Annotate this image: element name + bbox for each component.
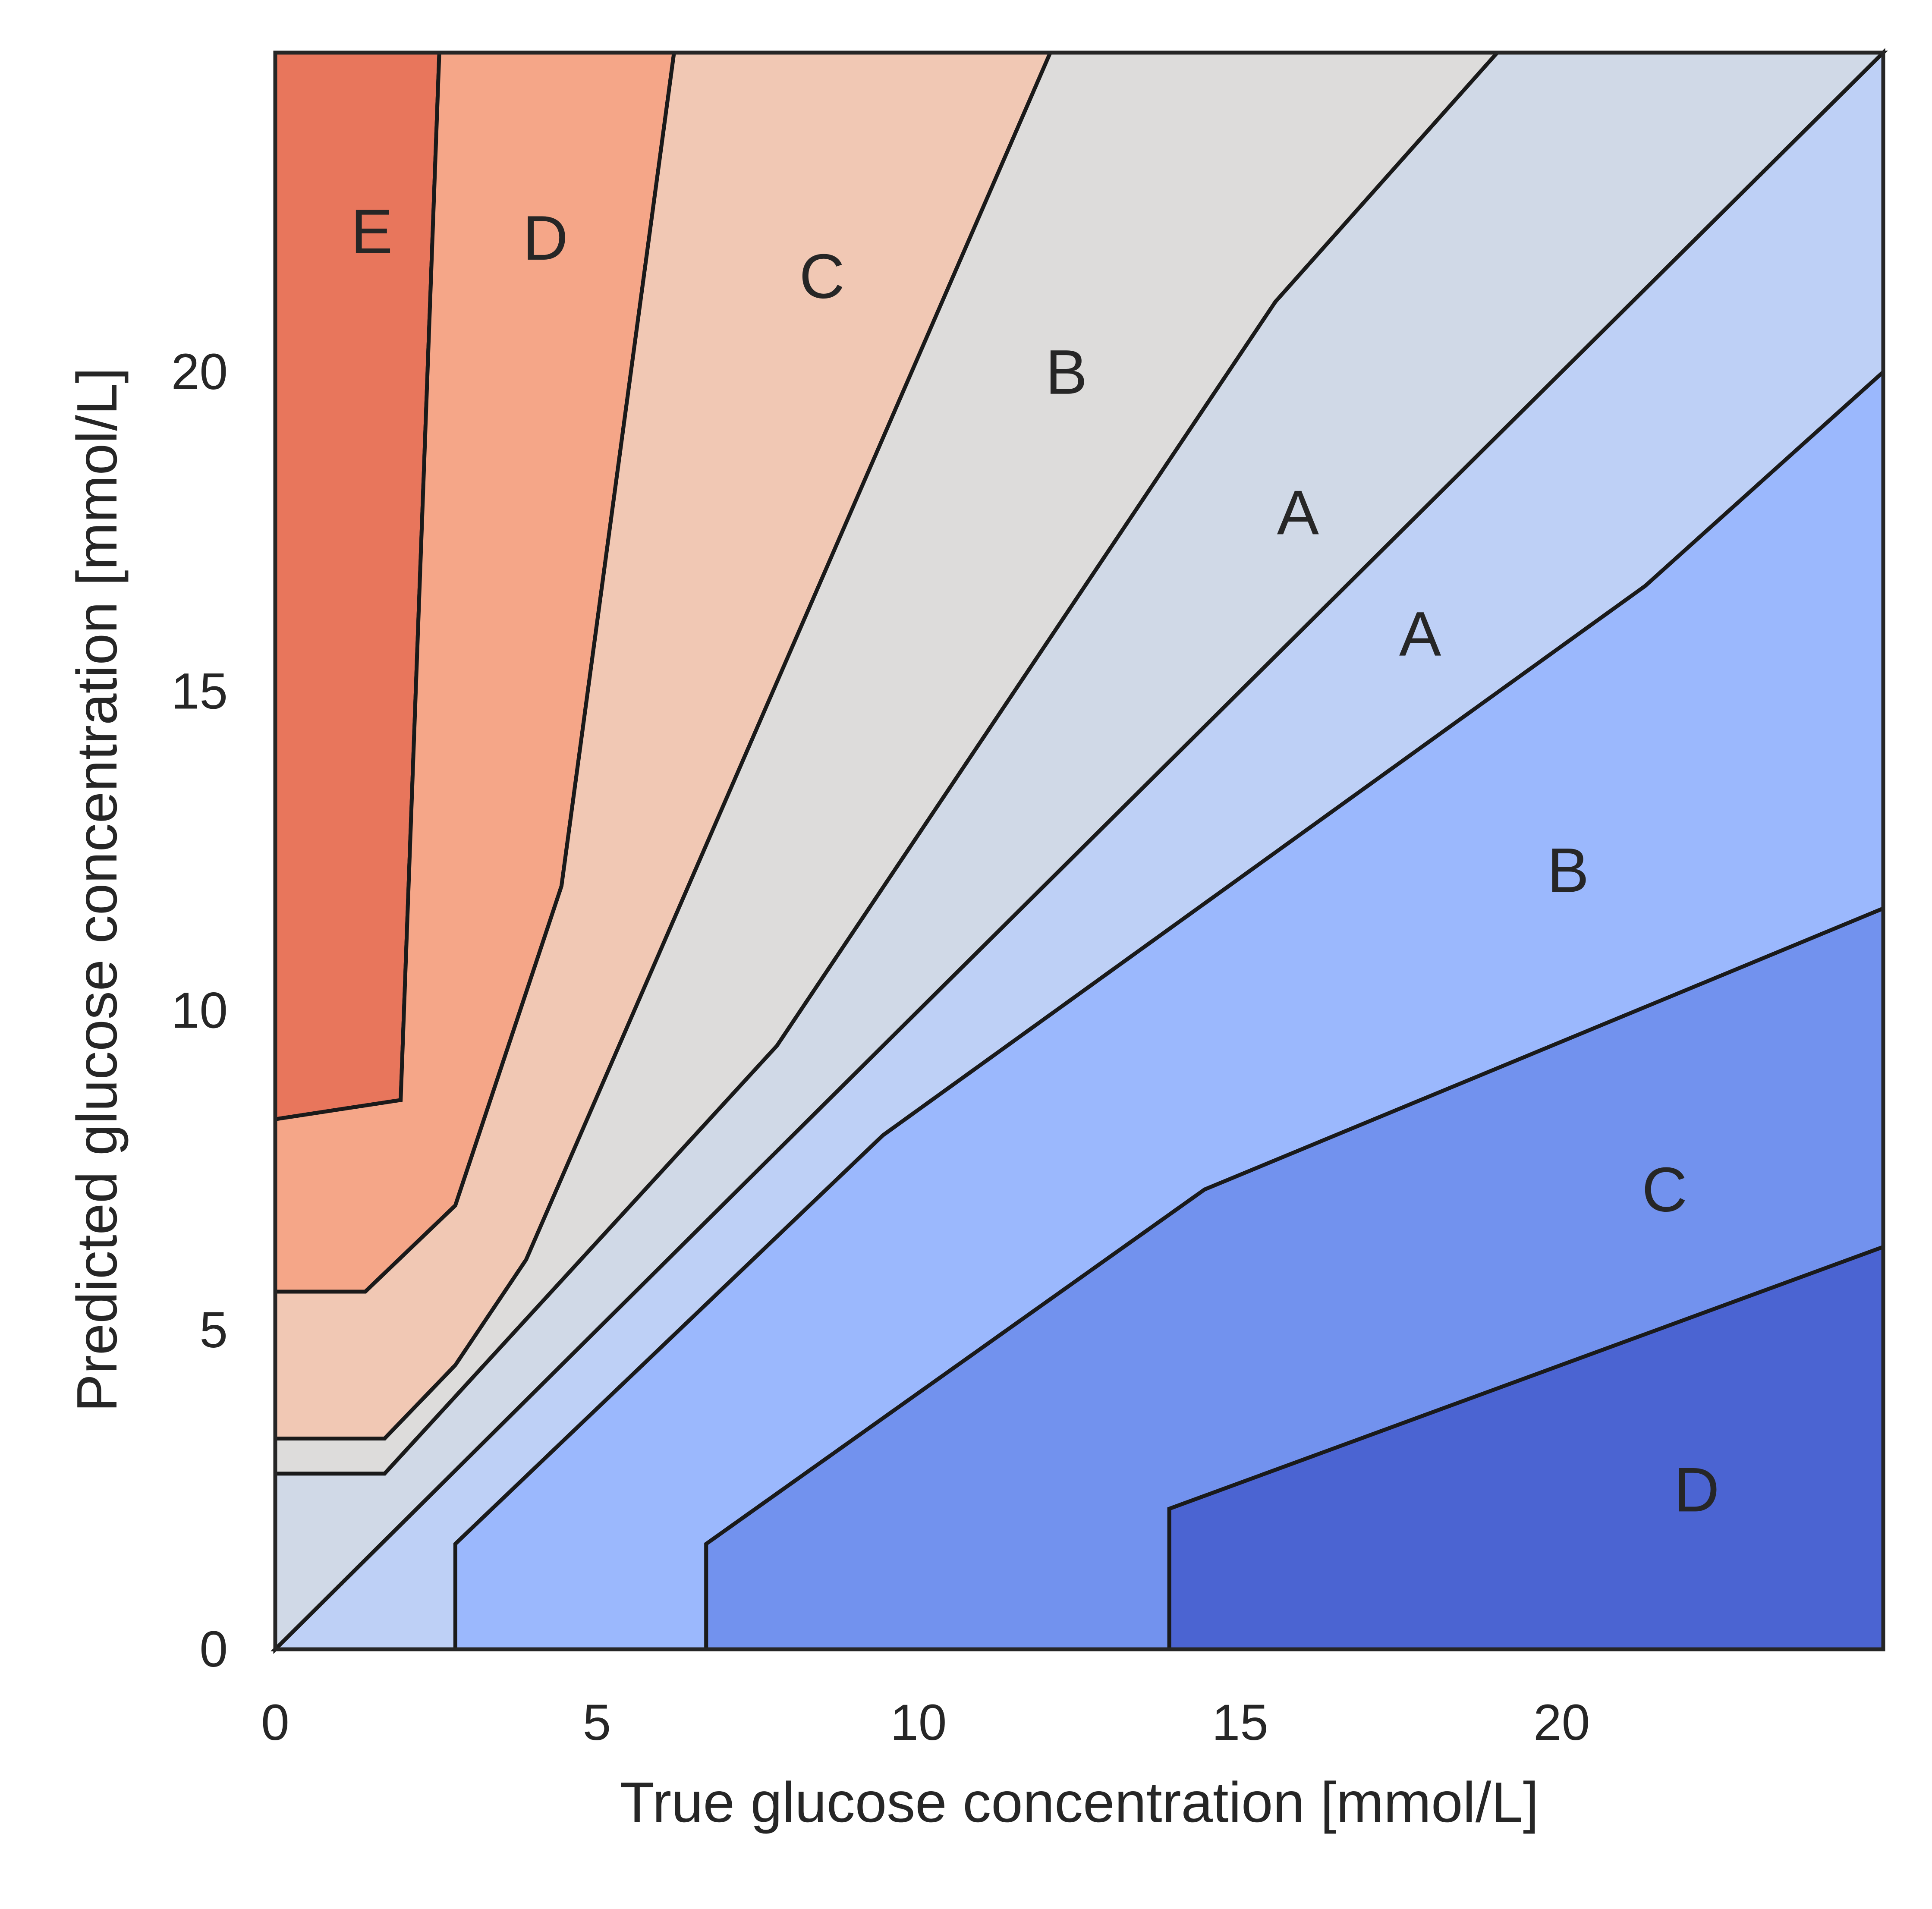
y-tick-label: 20 (171, 343, 228, 400)
y-tick-label: 5 (199, 1302, 228, 1359)
x-tick-label: 5 (583, 1694, 611, 1751)
y-tick-label: 15 (171, 663, 228, 720)
x-axis-ticks: 0 5 10 15 20 (261, 1694, 1590, 1751)
zone-label-a-4: A (1277, 477, 1319, 547)
zone-label-e-0: E (351, 196, 393, 267)
x-tick-label: 0 (261, 1694, 289, 1751)
x-tick-label: 20 (1533, 1694, 1590, 1751)
zone-label-c-7: C (1642, 1154, 1687, 1225)
zone-label-a-5: A (1399, 599, 1441, 669)
zone-labels: E D C B A A B C D (351, 196, 1719, 1525)
zone-label-b-3: B (1045, 337, 1087, 407)
zone-label-c-2: C (799, 241, 844, 311)
y-axis-title: Predicted glucose concentration [mmol/L] (65, 368, 129, 1412)
zone-label-b-6: B (1547, 835, 1589, 905)
zone-label-d-8: D (1674, 1454, 1719, 1525)
zone-regions (271, 48, 1888, 1654)
zone-label-d-1: D (522, 203, 568, 273)
plot-frame (273, 50, 1885, 1651)
x-tick-label: 10 (890, 1694, 947, 1751)
y-tick-label: 10 (171, 982, 228, 1039)
x-tick-label: 15 (1212, 1694, 1268, 1751)
y-tick-label: 0 (199, 1621, 228, 1678)
x-axis-title: True glucose concentration [mmol/L] (620, 1771, 1539, 1834)
y-axis-ticks: 0 5 10 15 20 (171, 343, 228, 1678)
